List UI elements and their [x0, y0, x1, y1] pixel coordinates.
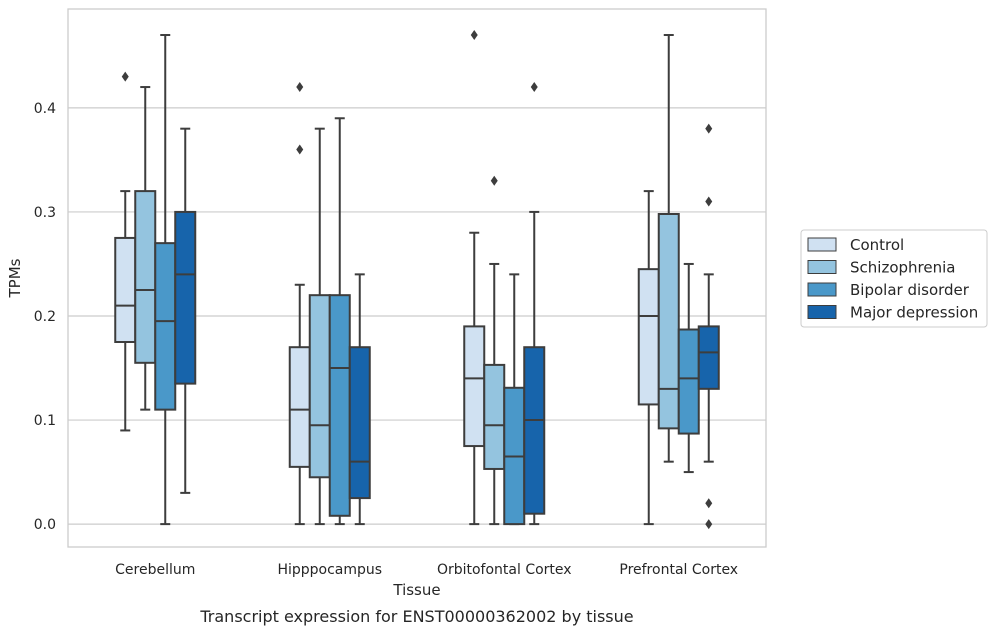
legend-label: Control — [850, 236, 904, 254]
box-iqr — [328, 294, 351, 517]
y-tick-label: 0.4 — [34, 101, 56, 117]
outlier-point — [121, 71, 129, 82]
box-iqr — [288, 346, 311, 468]
box-iqr — [174, 210, 197, 385]
y-tick-label: 0.3 — [34, 205, 56, 221]
box-1-3 — [657, 34, 680, 463]
chart-caption: Transcript expression for ENST0000036200… — [199, 607, 633, 626]
x-tick-labels: Cerebellum Hipppocampus Orbitofontal Corte… — [115, 562, 738, 578]
x-tick-label: Cerebellum — [115, 562, 195, 578]
outlier-point — [705, 498, 713, 509]
box-0-3 — [637, 190, 660, 526]
box-iqr — [483, 363, 506, 470]
box-3-2 — [523, 82, 546, 526]
legend-label: Bipolar disorder — [850, 281, 970, 299]
box-iqr — [463, 325, 486, 448]
outlier-point — [470, 30, 478, 41]
box-1-2 — [483, 175, 506, 526]
outlier-point — [490, 175, 498, 186]
x-axis-label: Tissue — [392, 581, 440, 599]
outlier-point — [705, 123, 713, 134]
y-tick-labels: 0.0 0.1 0.2 0.3 0.4 — [34, 101, 56, 533]
box-iqr — [114, 236, 137, 343]
box-3-0 — [174, 127, 197, 494]
outlier-point — [705, 196, 713, 207]
legend-swatch — [807, 260, 837, 274]
box-iqr — [677, 328, 700, 435]
box-0-2 — [463, 30, 486, 526]
y-tick-label: 0.0 — [34, 517, 56, 533]
box-1-0 — [134, 86, 157, 411]
box-plots — [114, 30, 720, 530]
box-iqr — [523, 346, 546, 515]
x-tick-label: Prefrontal Cortex — [619, 562, 738, 578]
box-2-3 — [677, 262, 700, 474]
y-tick-label: 0.2 — [34, 309, 56, 325]
box-iqr — [637, 268, 660, 406]
legend-swatch — [807, 305, 837, 319]
outlier-point — [296, 82, 304, 93]
legend-swatch — [807, 237, 837, 252]
box-2-0 — [154, 34, 177, 526]
outlier-point — [705, 519, 713, 530]
x-tick-label: Orbitofontal Cortex — [437, 562, 572, 578]
plot-frame — [67, 8, 767, 548]
box-iqr — [697, 325, 720, 390]
y-tick-label: 0.1 — [34, 413, 56, 429]
legend-frame — [800, 229, 988, 328]
y-axis-label: TPMs — [6, 258, 24, 298]
box-iqr — [134, 190, 157, 364]
legend-swatch — [807, 282, 837, 297]
box-3-1 — [348, 273, 371, 526]
box-iqr — [154, 242, 177, 411]
outlier-point — [530, 82, 538, 93]
box-3-3 — [697, 123, 720, 530]
box-iqr — [348, 346, 371, 500]
x-tick-label: Hipppocampus — [277, 562, 382, 578]
legend-label: Schizophrenia — [850, 259, 955, 277]
legend: Control Schizophrenia Bipolar disorder Majo… — [800, 229, 988, 328]
box-2-1 — [328, 117, 351, 526]
outlier-point — [296, 144, 304, 155]
box-0-0 — [114, 71, 137, 432]
box-iqr — [657, 213, 680, 430]
legend-label: Major depression — [850, 304, 978, 322]
box-2-2 — [503, 273, 526, 526]
box-0-1 — [288, 82, 311, 526]
box-1-1 — [308, 127, 331, 526]
box-iqr — [308, 294, 331, 479]
